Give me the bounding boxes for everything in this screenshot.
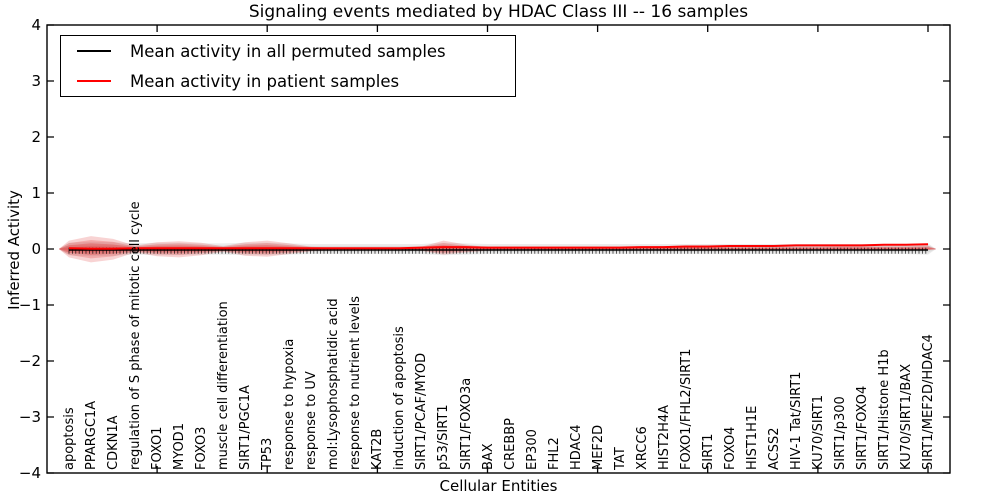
red-line-swatch xyxy=(77,80,111,82)
x-category-label: HIV-1 Tat/SIRT1 xyxy=(788,371,804,470)
x-category-label: SIRT1/FOXO3a xyxy=(458,377,474,470)
x-category-label: response to nutrient levels xyxy=(348,295,364,470)
chart-title: Signaling events mediated by HDAC Class … xyxy=(248,2,749,22)
x-category-label: FHL2 xyxy=(546,437,562,470)
legend-item-patient: Mean activity in patient samples xyxy=(61,66,515,96)
x-category-label: SIRT1 xyxy=(700,433,716,470)
y-tick-label: −1 xyxy=(18,296,41,314)
x-category-label: FOXO1 xyxy=(150,426,166,470)
x-category-label: FOXO1/FHL2/SIRT1 xyxy=(678,348,694,470)
x-category-label: HIST2H4A xyxy=(656,404,672,470)
x-category-label: SIRT1/PGC1A xyxy=(238,385,254,470)
y-tick-label: 4 xyxy=(31,16,41,34)
legend: Mean activity in all permuted samples Me… xyxy=(60,35,516,97)
x-category-label: TAT xyxy=(612,447,628,470)
x-category-label: SIRT1/PCAF/MYOD xyxy=(414,352,430,470)
x-category-label: EP300 xyxy=(524,429,540,470)
x-category-label: CREBBP xyxy=(502,418,518,470)
y-tick-label: 0 xyxy=(31,240,41,258)
x-category-label: induction of apoptosis xyxy=(392,326,408,470)
x-category-label: muscle cell differentiation xyxy=(216,301,232,470)
x-category-label: PPARGC1A xyxy=(84,400,99,470)
x-category-label: BAX xyxy=(480,443,496,470)
x-category-label: KU70/SIRT1 xyxy=(810,395,826,470)
legend-label: Mean activity in patient samples xyxy=(130,71,400,91)
x-category-label: CDKN1A xyxy=(106,415,122,470)
x-category-label: SIRT1/FOXO4 xyxy=(854,385,870,470)
x-category-label: KU70/SIRT1/BAX xyxy=(899,363,914,470)
x-category-label: p53/SIRT1 xyxy=(436,404,452,470)
x-category-label: SIRT1/Histone H1b xyxy=(876,349,892,470)
y-tick-label: 1 xyxy=(31,184,41,202)
x-axis-label: Cellular Entities xyxy=(439,477,558,495)
legend-label: Mean activity in all permuted samples xyxy=(130,41,446,61)
x-category-label: SIRT1/MEF2D/HDAC4 xyxy=(921,334,936,470)
y-tick-label: −3 xyxy=(18,408,41,426)
x-category-label: FOXO3 xyxy=(194,426,210,470)
x-category-label: HDAC4 xyxy=(568,424,584,470)
x-category-label: MYOD1 xyxy=(172,423,188,470)
black-line-swatch xyxy=(77,50,111,52)
x-category-label: ACSS2 xyxy=(766,427,782,470)
x-category-label: response to hypoxia xyxy=(282,338,298,470)
y-tick-label: 2 xyxy=(31,128,41,146)
x-category-label: FOXO4 xyxy=(722,426,738,470)
y-tick-label: −4 xyxy=(18,464,41,482)
x-category-label: KAT2B xyxy=(370,428,386,470)
x-category-label: regulation of S phase of mitotic cell cy… xyxy=(128,201,144,470)
x-category-label: TP53 xyxy=(260,437,276,470)
y-tick-label: 3 xyxy=(31,72,41,90)
x-category-label: HIST1H1E xyxy=(744,405,760,470)
legend-item-permuted: Mean activity in all permuted samples xyxy=(61,36,515,66)
x-category-label: MEF2D xyxy=(590,424,606,470)
x-category-label: apoptosis xyxy=(62,407,77,470)
x-category-label: mol:Lysophosphatidic acid xyxy=(326,298,342,470)
x-category-label: response to UV xyxy=(304,371,320,470)
y-tick-label: −2 xyxy=(18,352,41,370)
x-category-label: SIRT1/p300 xyxy=(832,396,848,470)
x-category-label: XRCC6 xyxy=(634,426,650,470)
